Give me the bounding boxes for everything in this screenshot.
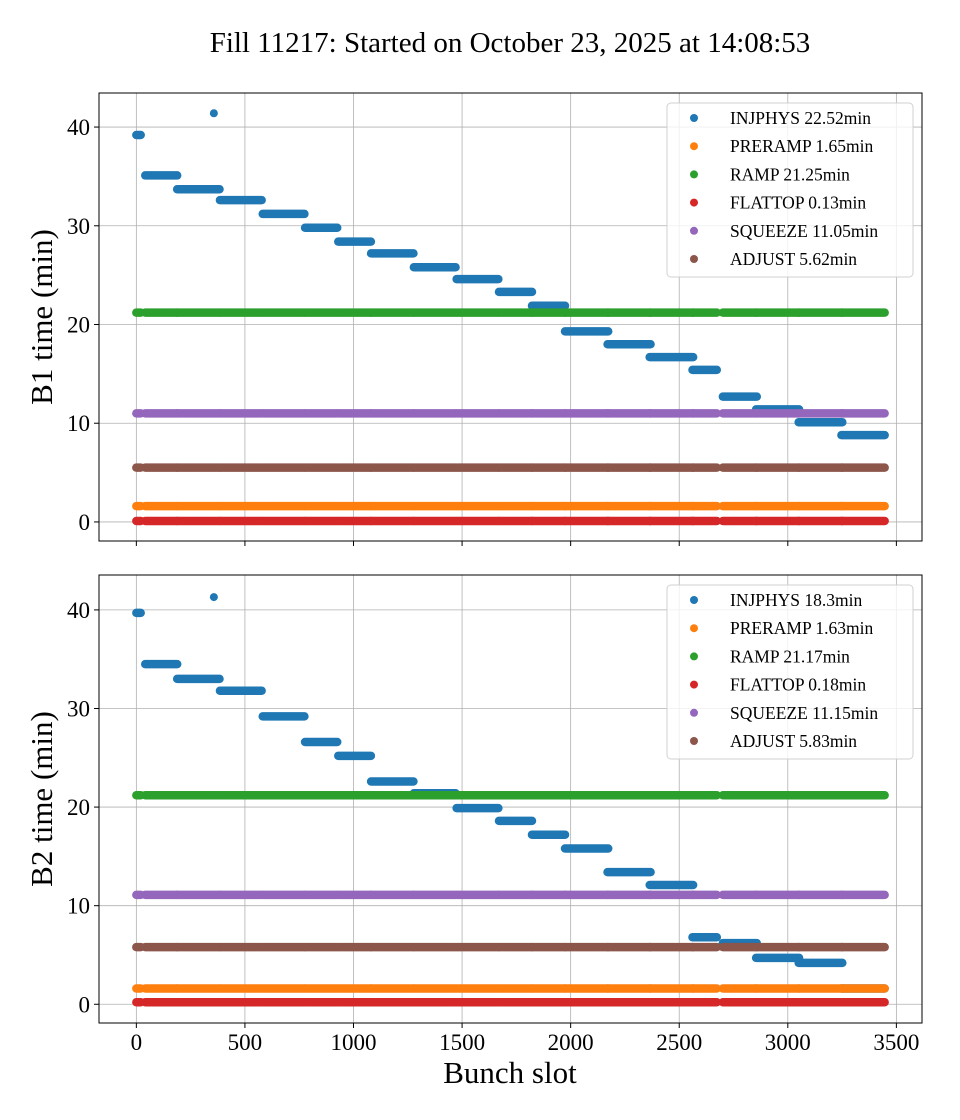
legend-label: FLATTOP 0.18min <box>730 675 866 695</box>
legend-marker <box>690 226 698 235</box>
axes-frame <box>98 92 923 542</box>
legend-marker <box>690 680 698 689</box>
x-tick-label: 2000 <box>548 1030 594 1055</box>
legend-label: SQUEEZE 11.05min <box>730 221 878 241</box>
y-tick-label: 0 <box>79 510 91 535</box>
legend-marker <box>690 652 698 661</box>
legend-label: ADJUST 5.62min <box>730 249 857 269</box>
legend-marker <box>690 142 698 151</box>
y-tick-label: 10 <box>67 411 90 436</box>
legend-label: FLATTOP 0.13min <box>730 193 866 213</box>
series-injphys <box>132 109 889 440</box>
x-tick-label: 500 <box>228 1030 263 1055</box>
y-tick-label: 20 <box>67 313 90 338</box>
legend-label: RAMP 21.17min <box>730 646 850 666</box>
legend-marker <box>690 114 698 122</box>
y-tick-label: 40 <box>67 115 90 140</box>
legend-label: RAMP 21.25min <box>730 164 850 184</box>
data-point <box>209 109 218 118</box>
legend-marker <box>690 624 698 633</box>
x-axis-label: Bunch slot <box>443 1055 577 1090</box>
legend-marker <box>690 708 698 717</box>
legend-label: PRERAMP 1.63min <box>730 618 874 638</box>
legend-box <box>666 102 914 278</box>
legend-label: ADJUST 5.83min <box>730 731 857 751</box>
y-axis-label: B1 time (min) <box>24 229 59 405</box>
legend-marker <box>690 170 698 179</box>
y-tick-label: 30 <box>67 696 90 721</box>
legend: INJPHYS 18.3min PRERAMP 1.63min RAMP 21.17… <box>666 584 914 760</box>
legend-label: PRERAMP 1.65min <box>730 136 874 156</box>
x-tick-label: 3000 <box>765 1030 811 1055</box>
legend-label: SQUEEZE 11.15min <box>730 703 878 723</box>
y-tick-label: 40 <box>67 598 90 623</box>
y-tick-label: 10 <box>67 894 90 919</box>
legend-label: INJPHYS 18.3min <box>730 590 862 610</box>
figure-title: Fill 11217: Started on October 23, 2025 … <box>210 27 811 59</box>
axes-frame <box>98 574 923 1024</box>
b2-panel: 0 500 1000 1500 2000 2500 3000 3500 0 10 20 30 40 B2 … <box>24 574 923 1090</box>
legend-marker <box>690 255 698 263</box>
x-tick-label: 2500 <box>656 1030 702 1055</box>
legend-marker <box>690 596 698 604</box>
y-tick-label: 30 <box>67 214 90 239</box>
y-tick-label: 0 <box>79 992 91 1017</box>
b1-panel: 0 10 20 30 40 B1 time (min) INJPHYS 22.52min PR… <box>24 92 923 546</box>
x-tick-label: 3500 <box>873 1030 919 1055</box>
x-tick-label: 1500 <box>439 1030 485 1055</box>
y-tick-label: 20 <box>67 795 90 820</box>
legend-marker <box>690 198 698 207</box>
legend: INJPHYS 22.52min PRERAMP 1.65min RAMP 21.2… <box>666 102 914 278</box>
x-tick-label: 0 <box>131 1030 143 1055</box>
legend-marker <box>690 737 698 745</box>
x-tick-label: 1000 <box>331 1030 377 1055</box>
data-point <box>209 593 218 602</box>
y-axis-label: B2 time (min) <box>24 711 59 887</box>
legend-label: INJPHYS 22.52min <box>730 108 871 128</box>
legend-box <box>666 584 914 760</box>
